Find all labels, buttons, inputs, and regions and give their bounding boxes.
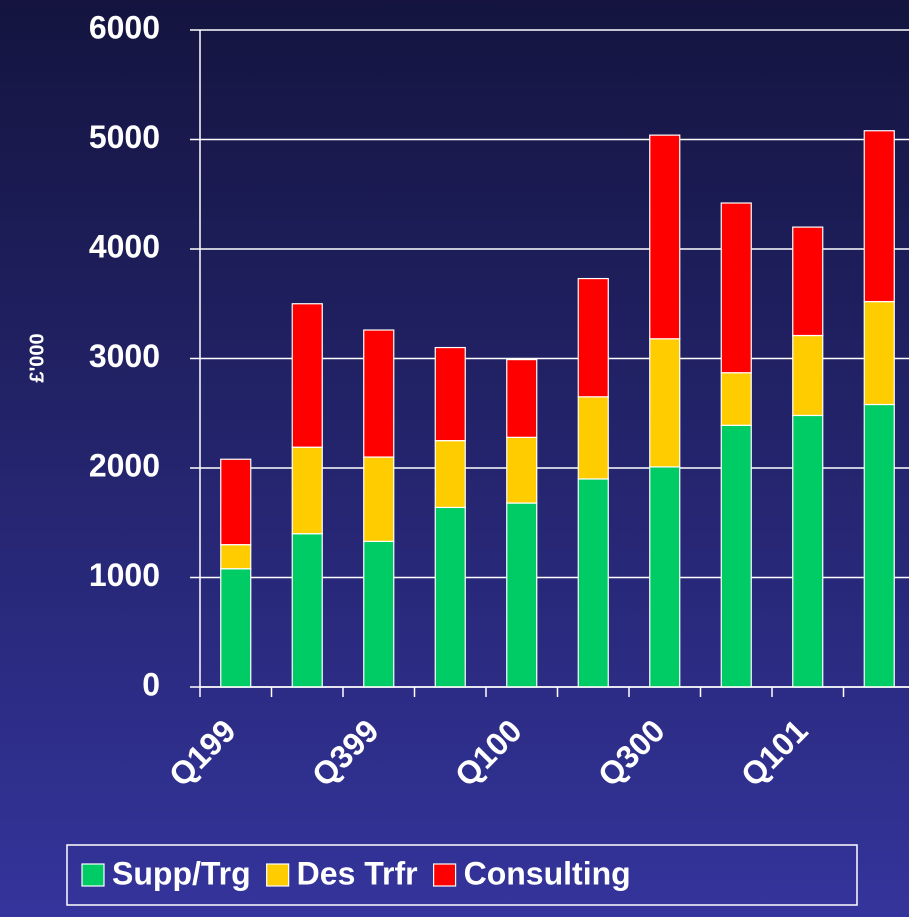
bar-segment bbox=[863, 130, 895, 303]
bar-segment bbox=[363, 540, 395, 688]
bar-segment bbox=[291, 533, 323, 688]
bar-segment bbox=[220, 458, 252, 546]
bar-segment bbox=[506, 358, 538, 438]
y-tick-label: 6000 bbox=[89, 9, 160, 45]
legend-swatch bbox=[266, 863, 290, 887]
bar-segment bbox=[434, 440, 466, 509]
legend-swatch bbox=[432, 863, 457, 887]
bar-segment bbox=[577, 478, 609, 688]
bar-segment bbox=[720, 372, 752, 426]
y-tick-label: 0 bbox=[142, 666, 160, 702]
y-tick-label: 5000 bbox=[89, 119, 160, 155]
bar-segment bbox=[291, 303, 323, 448]
bar-segment bbox=[434, 346, 466, 442]
legend-box bbox=[66, 844, 858, 906]
bar-segment bbox=[863, 403, 895, 688]
y-tick-label: 4000 bbox=[89, 228, 160, 264]
bar-segment bbox=[649, 466, 681, 688]
bar-segment bbox=[792, 414, 824, 688]
bar-segment bbox=[720, 202, 752, 374]
bar-segment bbox=[577, 396, 609, 480]
bar-segment bbox=[863, 300, 895, 406]
bar-segment bbox=[649, 338, 681, 468]
bar-segment bbox=[363, 456, 395, 542]
y-axis-label: £'000 bbox=[26, 333, 48, 382]
bar-segment bbox=[434, 506, 466, 688]
bar-segment bbox=[649, 134, 681, 340]
bar-segment bbox=[792, 226, 824, 337]
y-tick-label: 1000 bbox=[89, 557, 160, 593]
bar-segment bbox=[506, 502, 538, 688]
bar-segment bbox=[720, 424, 752, 688]
legend-label: Supp/Trg bbox=[112, 855, 251, 891]
bar-segment bbox=[363, 329, 395, 458]
y-tick-label: 3000 bbox=[89, 338, 160, 374]
y-tick-label: 2000 bbox=[89, 447, 160, 483]
bar-segment bbox=[577, 277, 609, 398]
bar-segment bbox=[291, 446, 323, 535]
bar-segment bbox=[506, 436, 538, 504]
bar-segment bbox=[220, 568, 252, 688]
legend-swatch bbox=[81, 863, 105, 887]
bar-segment bbox=[220, 544, 252, 570]
bar-segment bbox=[792, 334, 824, 417]
legend-label: Consulting bbox=[464, 855, 631, 891]
legend-label: Des Trfr bbox=[297, 855, 418, 891]
